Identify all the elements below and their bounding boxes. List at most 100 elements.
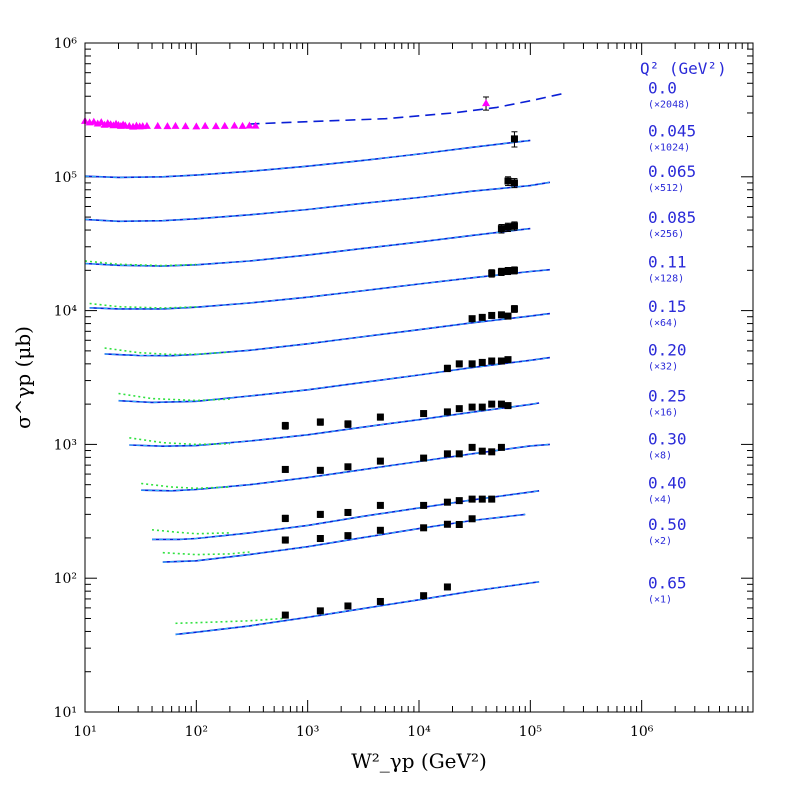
q2-value-label: 0.50 bbox=[648, 515, 687, 534]
x-tick-label: 10³ bbox=[296, 724, 319, 740]
legend-header: Q² (GeV²) bbox=[640, 59, 727, 78]
points-layer bbox=[81, 96, 518, 619]
data-point-triangle bbox=[171, 121, 180, 129]
scale-factor-label: (×1) bbox=[648, 594, 672, 605]
data-point-square bbox=[281, 422, 289, 430]
series-line-dashed-overlay bbox=[84, 181, 550, 222]
data-point-square bbox=[510, 305, 518, 313]
series-line-dashed-overlay bbox=[141, 443, 550, 492]
data-point-square bbox=[376, 413, 384, 421]
data-point-square bbox=[376, 457, 384, 465]
q2-value-label: 0.045 bbox=[648, 122, 696, 141]
data-point-square bbox=[455, 405, 463, 413]
x-tick-label: 10² bbox=[185, 724, 208, 740]
series-line-dotted bbox=[141, 482, 230, 490]
scale-factor-label: (×32) bbox=[648, 362, 678, 373]
data-point-square bbox=[344, 508, 352, 516]
data-point-square bbox=[497, 311, 505, 319]
series-line-dotted bbox=[89, 302, 197, 309]
scale-factor-label: (×2) bbox=[648, 536, 672, 547]
tick-layer: 10¹ 10² 10³ 10⁴ 10⁵ 10⁶ 10¹ 10² 10³ 10⁴ 10⁵ 10⁶ bbox=[54, 36, 754, 740]
data-point-square bbox=[497, 443, 505, 451]
data-point-square bbox=[455, 360, 463, 368]
data-point-square bbox=[504, 402, 512, 410]
data-point-triangle bbox=[251, 121, 260, 129]
data-point-square bbox=[281, 611, 289, 619]
labels-layer: 0.0 (×2048) 0.045 (×1024) 0.065 (×512) 0.085 (×… bbox=[648, 78, 696, 605]
x-tick-label: 10⁴ bbox=[407, 724, 431, 740]
series-line-dashed-overlay bbox=[84, 139, 531, 178]
data-point-square bbox=[443, 364, 451, 372]
x-axis-title: W²_γp (GeV²) bbox=[351, 749, 487, 773]
data-point-square bbox=[488, 357, 496, 365]
data-point-square bbox=[468, 495, 476, 503]
series-line-dashed-overlay bbox=[89, 269, 550, 310]
scale-factor-label: (×8) bbox=[648, 450, 672, 461]
scale-factor-label: (×1024) bbox=[648, 143, 690, 154]
data-point-square bbox=[443, 450, 451, 458]
data-point-square bbox=[443, 498, 451, 506]
data-point-square bbox=[420, 454, 428, 462]
scale-factor-label: (×2048) bbox=[648, 99, 690, 110]
scale-factor-label: (×16) bbox=[648, 407, 678, 418]
series-line-dotted bbox=[175, 617, 284, 625]
data-point-triangle bbox=[220, 121, 229, 129]
data-point-square bbox=[455, 450, 463, 458]
data-point-square bbox=[497, 400, 505, 408]
data-point-square bbox=[497, 225, 505, 233]
series-line-dashed-overlay bbox=[162, 513, 526, 563]
data-point-square bbox=[443, 408, 451, 416]
q2-value-label: 0.0 bbox=[648, 78, 677, 97]
data-point-square bbox=[316, 466, 324, 474]
data-point-square bbox=[488, 269, 496, 277]
data-point-square bbox=[455, 497, 463, 505]
series-line bbox=[175, 581, 540, 636]
data-point-square bbox=[488, 495, 496, 503]
series-line-dashed-overlay bbox=[104, 313, 550, 357]
series-line bbox=[129, 402, 540, 448]
data-point-square bbox=[344, 420, 352, 428]
scale-factor-label: (×64) bbox=[648, 318, 678, 329]
data-point-square bbox=[316, 510, 324, 518]
data-point-square bbox=[420, 410, 428, 418]
data-point-square bbox=[443, 520, 451, 528]
data-point-square bbox=[478, 495, 486, 503]
data-point-square bbox=[488, 448, 496, 456]
data-point-square bbox=[504, 267, 512, 275]
data-point-square bbox=[420, 501, 428, 509]
data-point-triangle bbox=[245, 121, 254, 129]
q2-value-label: 0.40 bbox=[648, 473, 687, 492]
data-point-square bbox=[468, 515, 476, 523]
q2-value-label: 0.30 bbox=[648, 429, 687, 448]
q2-value-label: 0.20 bbox=[648, 341, 687, 360]
data-point-square bbox=[504, 312, 512, 320]
data-point-square bbox=[281, 465, 289, 473]
scale-factor-label: (×256) bbox=[648, 229, 684, 240]
data-point-square bbox=[344, 532, 352, 540]
data-point-square bbox=[420, 592, 428, 600]
data-point-square bbox=[420, 524, 428, 532]
series-line bbox=[84, 139, 531, 179]
data-point-triangle bbox=[201, 121, 210, 129]
series-line-dotted bbox=[118, 392, 230, 402]
y-tick-label: 10⁴ bbox=[54, 304, 78, 320]
data-point-square bbox=[510, 135, 518, 143]
data-point-square bbox=[316, 607, 324, 615]
scale-factor-label: (×512) bbox=[648, 183, 684, 194]
data-point-triangle bbox=[192, 122, 201, 130]
data-point-square bbox=[478, 358, 486, 366]
data-point-triangle bbox=[153, 121, 162, 129]
data-point-square bbox=[468, 360, 476, 368]
data-point-square bbox=[376, 526, 384, 534]
y-tick-label: 10⁶ bbox=[54, 36, 78, 52]
x-tick-label: 10⁵ bbox=[519, 724, 543, 740]
q2-value-label: 0.085 bbox=[648, 208, 696, 227]
data-point-square bbox=[488, 311, 496, 319]
data-point-square bbox=[478, 447, 486, 455]
data-point-triangle bbox=[181, 122, 190, 130]
y-axis-title: σ^γp (μb) bbox=[11, 326, 35, 429]
data-point-triangle bbox=[230, 121, 239, 129]
data-point-square bbox=[504, 223, 512, 231]
q2-value-label: 0.065 bbox=[648, 162, 696, 181]
